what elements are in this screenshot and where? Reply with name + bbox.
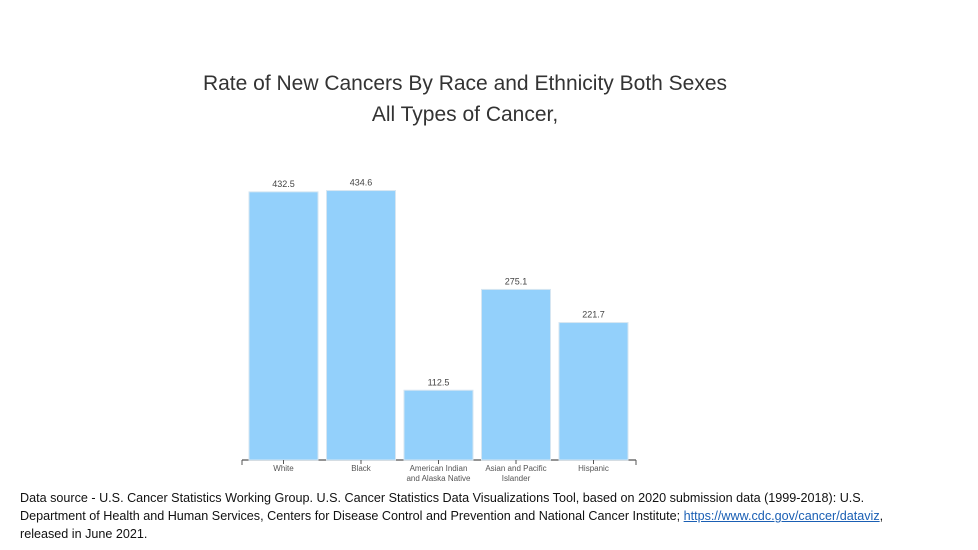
footnote-text: Data source - U.S. Cancer Statistics Wor… <box>20 491 865 523</box>
chart-subtitle: All Types of Cancer, <box>371 103 559 126</box>
bar <box>558 322 629 461</box>
footnote-text-end: , released in June 2021. <box>20 509 884 541</box>
data-label: 112.5 <box>428 377 450 387</box>
x-tick-label: Black <box>351 464 372 473</box>
x-tick-label: and Alaska Native <box>406 474 471 483</box>
bar <box>326 190 396 461</box>
x-tick-label: Hispanic <box>578 464 609 473</box>
chart-title: Rate of New Cancers By Race and Ethnicit… <box>202 72 728 95</box>
data-label: 275.1 <box>505 276 528 286</box>
bar <box>248 191 319 461</box>
x-tick-label: White <box>273 464 294 473</box>
x-tick-label: Islander <box>502 474 531 483</box>
bar <box>481 288 551 461</box>
footnote-link[interactable]: https://www.cdc.gov/cancer/dataviz <box>683 509 880 523</box>
data-label: 434.6 <box>350 178 373 188</box>
bar <box>403 389 474 461</box>
data-label: 221.7 <box>582 310 605 320</box>
footnote: Data source - U.S. Cancer Statistics Wor… <box>20 489 920 543</box>
data-label: 432.5 <box>272 179 295 189</box>
x-tick-label: Asian and Pacific <box>485 464 546 473</box>
x-tick-label: American Indian <box>410 464 468 473</box>
